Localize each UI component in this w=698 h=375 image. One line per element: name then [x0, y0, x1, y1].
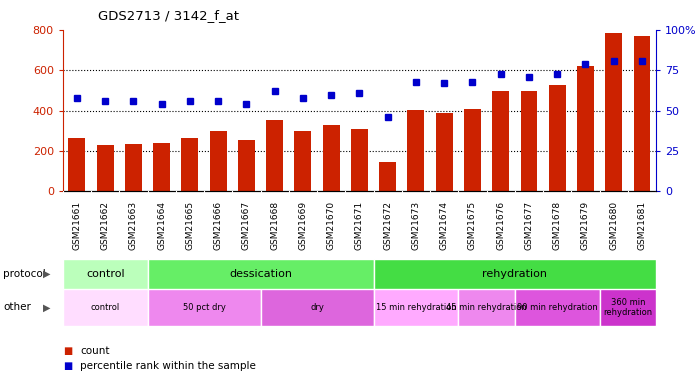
Text: GSM21661: GSM21661 — [73, 201, 82, 250]
Bar — [600, 289, 656, 326]
Text: GSM21675: GSM21675 — [468, 201, 477, 250]
Text: control: control — [91, 303, 120, 312]
Bar — [379, 162, 396, 191]
Bar — [238, 140, 255, 191]
Text: GSM21668: GSM21668 — [270, 201, 279, 250]
Text: GSM21678: GSM21678 — [553, 201, 562, 250]
Bar — [373, 259, 656, 289]
Text: GSM21662: GSM21662 — [101, 201, 110, 250]
Text: GSM21676: GSM21676 — [496, 201, 505, 250]
Text: dry: dry — [310, 303, 324, 312]
Text: control: control — [86, 269, 124, 279]
Text: GSM21664: GSM21664 — [157, 201, 166, 250]
Text: ■: ■ — [63, 362, 72, 371]
Bar — [154, 143, 170, 191]
Bar — [549, 86, 565, 191]
Text: other: other — [3, 303, 31, 312]
Text: GSM21666: GSM21666 — [214, 201, 223, 250]
Text: GSM21680: GSM21680 — [609, 201, 618, 250]
Bar — [266, 120, 283, 191]
Bar — [577, 66, 594, 191]
Bar — [521, 91, 537, 191]
Bar — [63, 289, 147, 326]
Text: GSM21679: GSM21679 — [581, 201, 590, 250]
Text: GSM21677: GSM21677 — [524, 201, 533, 250]
Text: GSM21663: GSM21663 — [129, 201, 138, 250]
Bar — [209, 131, 227, 191]
Bar — [260, 289, 373, 326]
Bar — [68, 138, 85, 191]
Text: 45 min rehydration: 45 min rehydration — [446, 303, 527, 312]
Text: GSM21667: GSM21667 — [242, 201, 251, 250]
Bar — [634, 36, 651, 191]
Bar — [322, 125, 340, 191]
Text: dessication: dessication — [229, 269, 292, 279]
Text: GSM21665: GSM21665 — [186, 201, 195, 250]
Bar — [459, 289, 515, 326]
Bar — [63, 259, 147, 289]
Text: GSM21673: GSM21673 — [412, 201, 420, 250]
Text: GSM21672: GSM21672 — [383, 201, 392, 250]
Bar — [351, 129, 368, 191]
Text: GSM21670: GSM21670 — [327, 201, 336, 250]
Bar — [492, 91, 510, 191]
Bar — [125, 144, 142, 191]
Text: count: count — [80, 346, 110, 355]
Text: protocol: protocol — [3, 269, 46, 279]
Bar — [97, 145, 114, 191]
Text: GSM21681: GSM21681 — [637, 201, 646, 250]
Bar — [436, 113, 453, 191]
Text: GSM21669: GSM21669 — [299, 201, 307, 250]
Text: GSM21674: GSM21674 — [440, 201, 449, 250]
Text: 15 min rehydration: 15 min rehydration — [376, 303, 456, 312]
Bar — [181, 138, 198, 191]
Text: GDS2713 / 3142_f_at: GDS2713 / 3142_f_at — [98, 9, 239, 22]
Text: 50 pct dry: 50 pct dry — [183, 303, 225, 312]
Bar — [515, 289, 600, 326]
Bar — [295, 131, 311, 191]
Bar — [464, 109, 481, 191]
Text: percentile rank within the sample: percentile rank within the sample — [80, 362, 256, 371]
Text: 90 min rehydration: 90 min rehydration — [517, 303, 597, 312]
Bar — [373, 289, 459, 326]
Bar — [147, 259, 373, 289]
Text: ▶: ▶ — [43, 269, 51, 279]
Text: ■: ■ — [63, 346, 72, 355]
Text: GSM21671: GSM21671 — [355, 201, 364, 250]
Text: ▶: ▶ — [43, 303, 51, 312]
Bar — [605, 33, 622, 191]
Text: rehydration: rehydration — [482, 269, 547, 279]
Bar — [147, 289, 260, 326]
Text: 360 min
rehydration: 360 min rehydration — [603, 298, 653, 317]
Bar — [408, 110, 424, 191]
